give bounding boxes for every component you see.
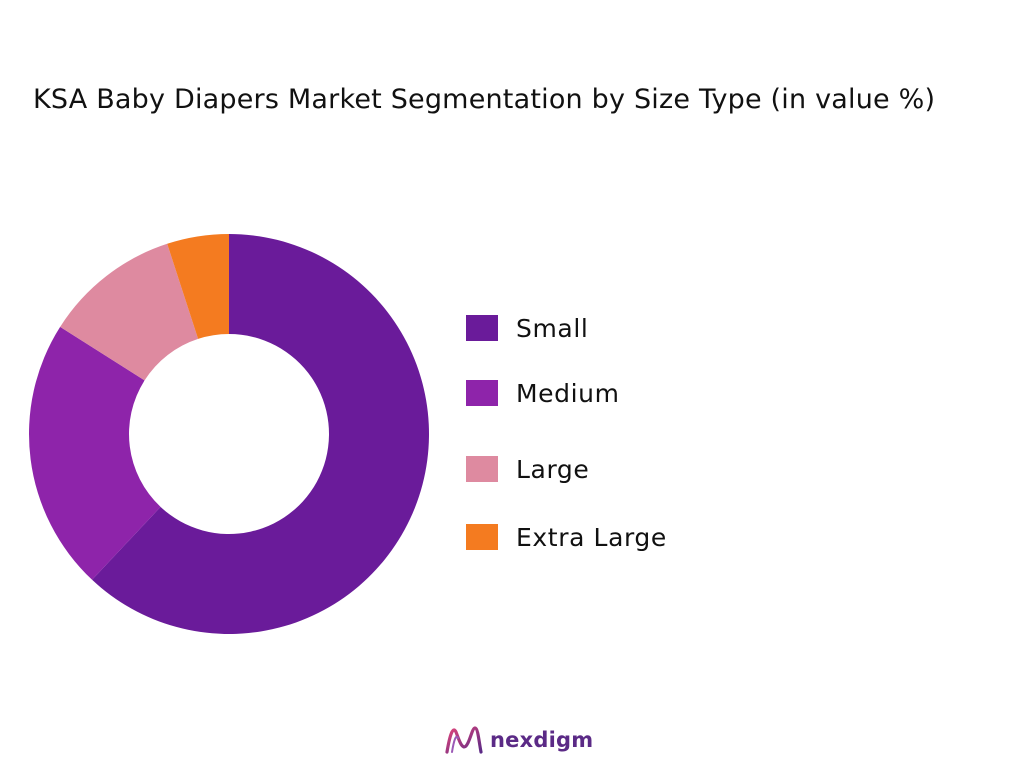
donut-slice-medium — [29, 326, 161, 580]
brand-name: nexdigm — [490, 728, 594, 752]
donut-slice-large — [60, 243, 199, 381]
chart-title: KSA Baby Diapers Market Segmentation by … — [33, 84, 936, 115]
brand-footer: nexdigm — [444, 722, 593, 758]
nexdigm-logo-icon — [445, 726, 483, 754]
donut-slice-small — [92, 234, 429, 634]
donut-slice-extra-large — [167, 234, 229, 339]
